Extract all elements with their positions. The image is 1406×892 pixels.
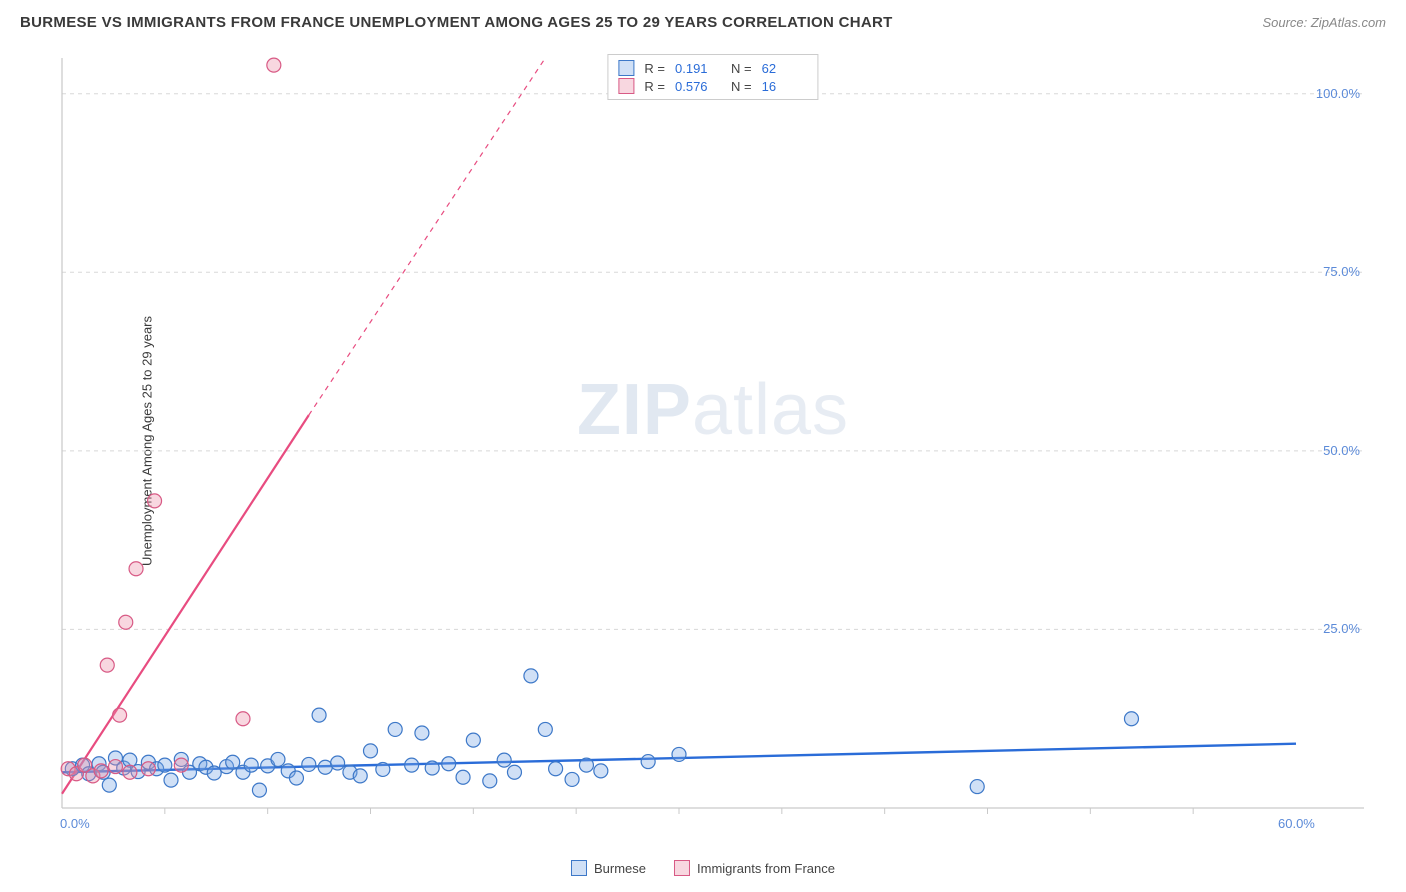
legend-label-0: Burmese <box>594 861 646 876</box>
y-tick-label: 50.0% <box>1323 443 1360 458</box>
x-tick-label: 0.0% <box>60 816 90 831</box>
correlation-legend: R = 0.191 N = 62 R = 0.576 N = 16 <box>607 54 818 100</box>
swatch-series-1 <box>674 860 690 876</box>
legend-row-series-0: R = 0.191 N = 62 <box>618 59 807 77</box>
chart-title: BURMESE VS IMMIGRANTS FROM FRANCE UNEMPL… <box>20 14 893 31</box>
source-label: Source: ZipAtlas.com <box>1262 15 1386 30</box>
legend-row-series-1: R = 0.576 N = 16 <box>618 77 807 95</box>
swatch-series-0 <box>618 60 634 76</box>
y-tick-label: 100.0% <box>1316 86 1360 101</box>
swatch-series-0 <box>571 860 587 876</box>
x-tick-label: 60.0% <box>1278 816 1315 831</box>
r-label: R = <box>644 79 665 94</box>
scatter-plot <box>60 50 1366 832</box>
series-legend: Burmese Immigrants from France <box>571 860 835 876</box>
y-tick-label: 25.0% <box>1323 621 1360 636</box>
r-value-1: 0.576 <box>675 79 721 94</box>
y-tick-label: 75.0% <box>1323 264 1360 279</box>
n-label: N = <box>731 61 752 76</box>
n-value-0: 62 <box>762 61 808 76</box>
n-value-1: 16 <box>762 79 808 94</box>
legend-item-1: Immigrants from France <box>674 860 835 876</box>
legend-label-1: Immigrants from France <box>697 861 835 876</box>
n-label: N = <box>731 79 752 94</box>
swatch-series-1 <box>618 78 634 94</box>
r-label: R = <box>644 61 665 76</box>
legend-item-0: Burmese <box>571 860 646 876</box>
r-value-0: 0.191 <box>675 61 721 76</box>
